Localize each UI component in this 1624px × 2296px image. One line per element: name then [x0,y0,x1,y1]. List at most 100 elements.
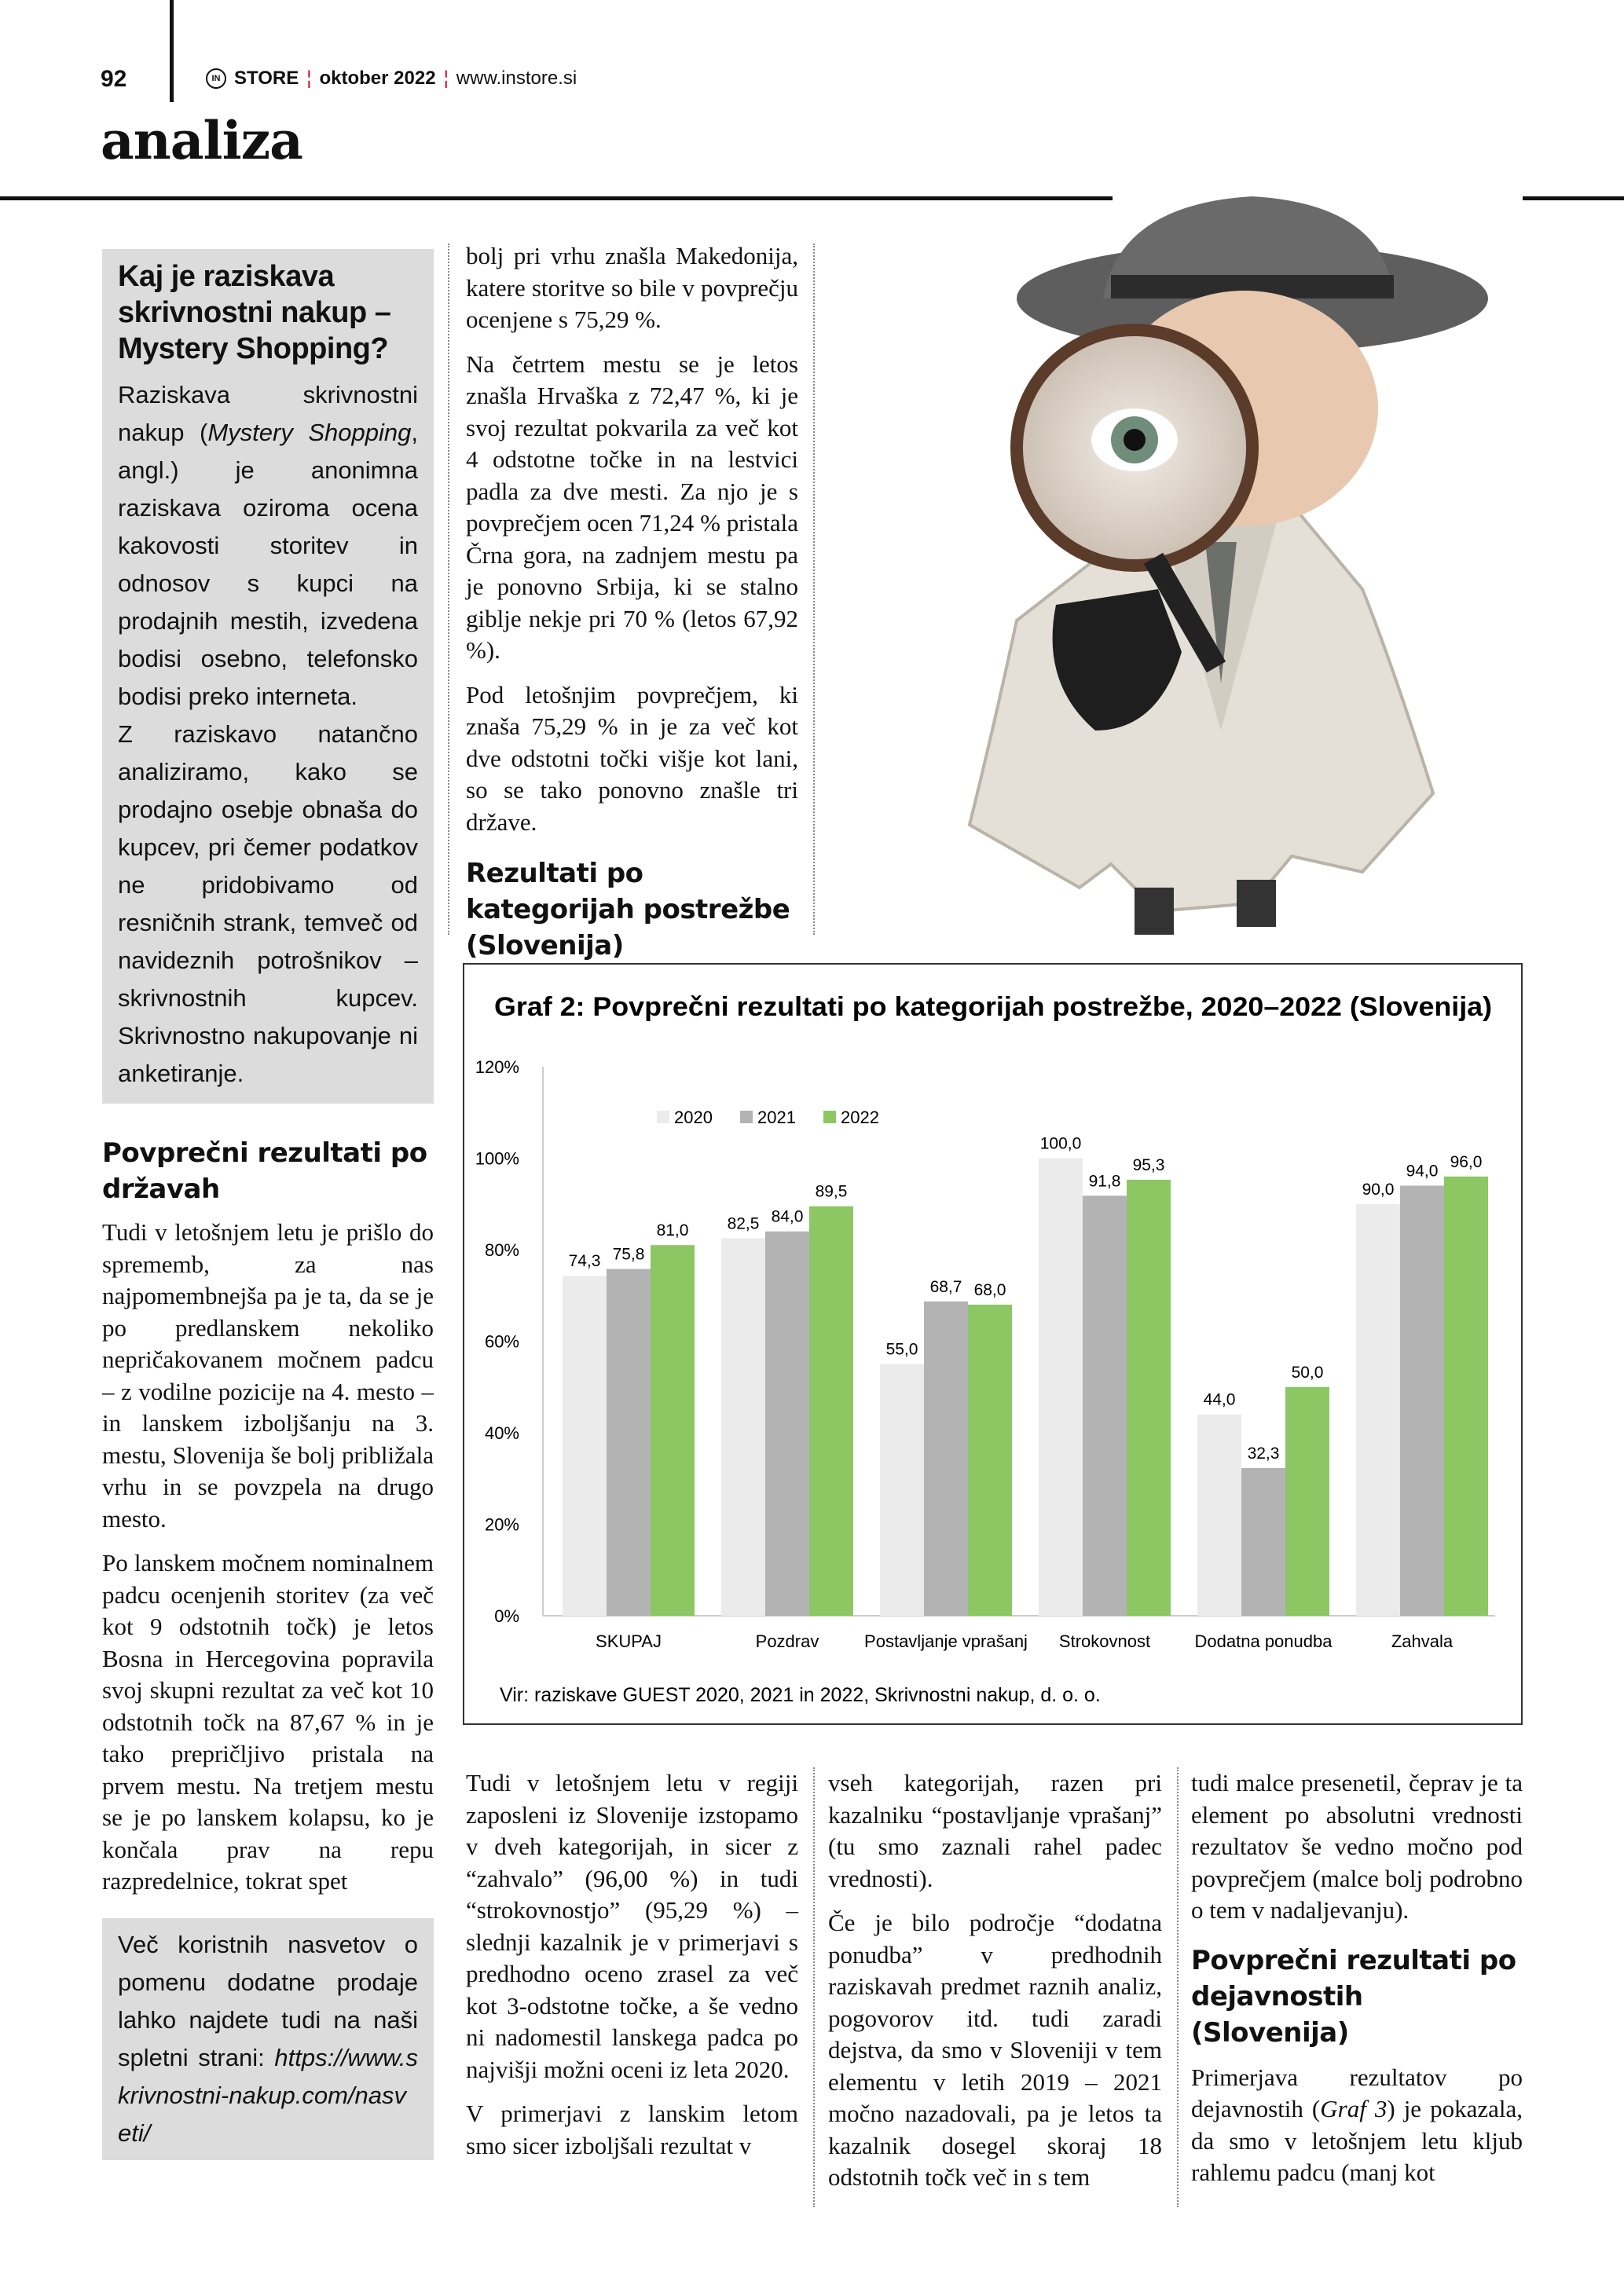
bar-2021 [1400,1185,1444,1616]
y-tick-label: 100% [475,1149,519,1169]
column-divider [448,244,449,935]
bottom-column-1: Tudi v letošnjem letu v regiji zaposleni… [466,1767,798,2174]
bar-2022 [809,1206,853,1616]
bar-2022 [968,1304,1012,1616]
bar-value-label: 95,3 [1133,1156,1165,1174]
paragraph: Primerjava rezultatov po dejavnostih (Gr… [1191,2062,1523,2189]
legend-swatch-2022 [823,1111,836,1123]
paragraph: Tudi v letošnjem letu v regiji zaposleni… [466,1769,798,2083]
detective-with-magnifying-glass-icon [967,196,1488,935]
chart-title: Graf 2: Povprečni rezultati po kategorij… [494,992,1492,1022]
bar-2021 [607,1269,651,1616]
chart-source: Vir: raziskave GUEST 2020, 2021 in 2022,… [500,1684,1101,1706]
website-link[interactable]: www.instore.si [456,68,577,89]
left-column: Povprečni rezultati po državah Tudi v le… [102,1135,434,1898]
bar-value-label: 32,3 [1248,1445,1280,1463]
header-rule [0,196,1113,200]
brand-name: STORE [234,68,299,89]
info-box-title: Kaj je raziskava skrivnostni nakup – Mys… [118,260,391,365]
paragraph: Če je bilo področje “dodatna ponudba” v … [828,1909,1162,2191]
section-title: analiza [101,110,303,171]
legend-swatch-2020 [657,1111,669,1123]
page-number: 92 [101,66,127,92]
category-label: Zahvala [1391,1631,1454,1651]
text: ) je pokazala, da smo v letošnjem letu k… [1191,2095,1523,2186]
bar-2021 [1241,1467,1285,1616]
italic-reference: Graf 3 [1320,2095,1388,2122]
bar-2020 [1039,1158,1083,1616]
header-rule-right [1523,196,1624,200]
paragraph: Pod letošnjim povprečjem, ki znaša 75,29… [466,680,798,836]
category-label: Pozdrav [756,1631,819,1651]
bar-value-label: 68,0 [974,1281,1006,1299]
bar-value-label: 44,0 [1204,1391,1236,1409]
column-divider [813,244,815,935]
bar-2022 [651,1245,695,1616]
chart-canvas: Graf 2: Povprečni rezultati po kategorij… [475,992,1495,1706]
text: Več koristnih nasvetov o pomenu dodatne … [118,1930,418,2071]
paragraph: bolj pri vrhu znašla Makedonija, katere … [466,242,798,333]
tip-text: Več koristnih nasvetov o pomenu dodatne … [118,1926,418,2152]
legend-label: 2022 [841,1108,879,1127]
left-stack: Kaj je raziskava skrivnostni nakup – Mys… [102,249,434,2160]
issue-date: oktober 2022 [319,68,436,89]
instore-logo-icon: IN [206,68,226,89]
bar-value-label: 82,5 [728,1214,760,1232]
italic-term: Mystery Shopping [207,419,412,446]
bar-value-label: 68,7 [930,1278,962,1296]
bar-2022 [1127,1179,1171,1616]
middle-column: bolj pri vrhu znašla Makedonija, katere … [466,240,798,964]
separator: ¦ [443,68,449,89]
paragraph: Tudi v letošnjem letu je prišlo do sprem… [102,1218,434,1532]
detective-photo [922,181,1523,939]
bottom-column-2: vseh kategorijah, razen pri kazalniku “p… [828,1767,1162,2206]
info-box-paragraph: Raziskava skrivnostni nakup (Mystery Sho… [118,376,418,716]
bar-value-label: 100,0 [1040,1135,1082,1153]
info-box: Kaj je raziskava skrivnostni nakup – Mys… [102,249,434,1104]
tip-box: Več koristnih nasvetov o pomenu dodatne … [102,1917,434,2160]
section-heading: Povprečni rezultati po dejavnostih (Slov… [1191,1944,1516,2049]
text: Primerjava rezultatov po dejavnostih ( [1191,2063,1523,2123]
category-label: Dodatna ponudba [1195,1631,1333,1651]
info-box-paragraph: Z raziskavo natančno analiziramo, kako s… [118,720,418,1087]
text: , angl.) je anonimna raziskava oziroma o… [118,419,418,710]
tip-link[interactable]: https://www.skrivnostni-nakup.com/nasvet… [118,2043,418,2147]
separator: ¦ [306,68,312,89]
column-divider [813,1767,815,2207]
bar-2020 [880,1364,924,1616]
bottom-column-3: tudi malce presenetil, čeprav je ta elem… [1191,1767,1523,2202]
bar-2020 [563,1276,607,1616]
y-tick-label: 60% [485,1332,519,1352]
y-tick-label: 120% [475,1057,519,1077]
legend-label: 2020 [674,1108,713,1127]
masthead: IN STORE ¦ oktober 2022 ¦ www.instore.si [206,68,577,90]
bar-value-label: 84,0 [772,1208,804,1226]
category-label: SKUPAJ [596,1631,662,1651]
bar-value-label: 94,0 [1406,1162,1439,1180]
section-heading: Povprečni rezultati po državah [102,1137,427,1205]
bar-chart: Graf 2: Povprečni rezultati po kategorij… [463,963,1523,1725]
bar-value-label: 90,0 [1362,1181,1395,1199]
y-tick-label: 0% [494,1606,519,1626]
bar-2022 [1444,1176,1488,1616]
bar-value-label: 74,3 [569,1252,601,1270]
bar-value-label: 96,0 [1450,1153,1483,1171]
header-divider [170,0,174,102]
category-label: Postavljanje vprašanj [864,1631,1028,1651]
bar-2021 [924,1301,968,1616]
bar-value-label: 55,0 [886,1341,918,1359]
y-tick-label: 80% [485,1240,519,1260]
paragraph: Na četrtem mestu se je letos znašla Hrva… [466,350,798,665]
bar-2021 [765,1231,809,1616]
bar-2020 [721,1238,765,1616]
legend-swatch-2021 [740,1111,753,1123]
y-tick-label: 20% [485,1515,519,1535]
bar-2021 [1083,1196,1127,1616]
bar-2020 [1356,1203,1400,1616]
bar-2020 [1197,1414,1241,1616]
paragraph: tudi malce presenetil, čeprav je ta elem… [1191,1769,1523,1924]
legend-label: 2021 [757,1108,796,1127]
y-tick-label: 40% [485,1423,519,1443]
section-heading: Rezultati po kategorijah postrežbe (Slov… [466,858,790,961]
bar-value-label: 81,0 [657,1221,689,1240]
